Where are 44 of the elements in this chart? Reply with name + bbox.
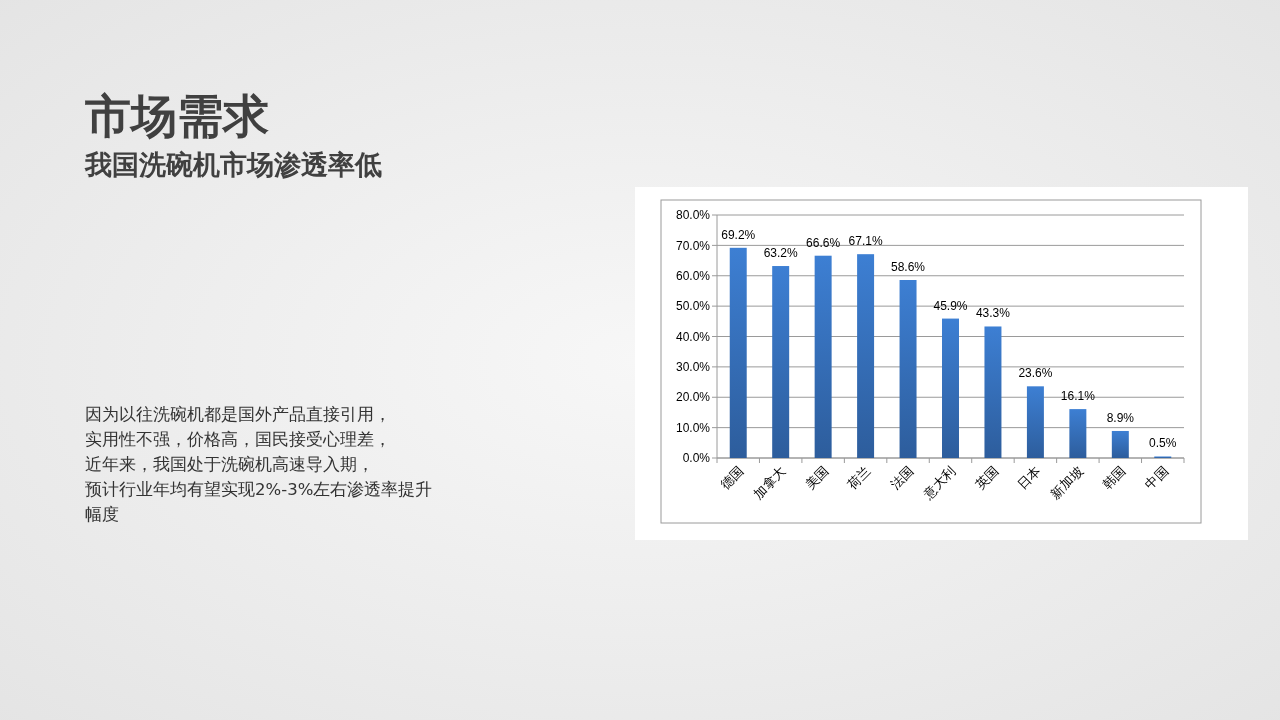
bar (899, 280, 917, 458)
x-tick-label: 意大利 (919, 463, 959, 503)
x-tick-label: 德国 (717, 463, 747, 493)
x-tick-label: 英国 (972, 463, 1002, 493)
text: 我国洗碗机市场渗透率低 (84, 149, 382, 180)
bar (942, 318, 959, 458)
y-tick-label: 10.0% (675, 420, 711, 435)
x-tick-label: 韩国 (1099, 463, 1129, 493)
y-tick-label: 80.0% (675, 208, 711, 223)
y-tick-label: 70.0% (675, 238, 711, 253)
y-tick-label: 40.0% (675, 329, 711, 344)
y-tick-label: 30.0% (675, 360, 711, 375)
x-tick-label: 荷兰 (844, 463, 874, 493)
x-tick-label: 法国 (887, 463, 917, 493)
data-label: 69.2% (721, 227, 756, 242)
bar (729, 247, 747, 458)
bar (1069, 409, 1087, 458)
bar (814, 255, 832, 458)
x-tick-label: 新加坡 (1047, 463, 1086, 502)
y-tick-label: 0.0% (682, 451, 711, 466)
data-label: 45.9% (933, 298, 968, 313)
bar (857, 254, 875, 458)
bar (772, 266, 790, 458)
bar (1026, 386, 1044, 458)
bar (984, 326, 1002, 458)
data-label: 8.9% (1106, 410, 1135, 425)
bar (1111, 430, 1129, 458)
text: 市场需求 (85, 89, 269, 143)
data-label: 66.6% (806, 235, 841, 250)
x-tick-label: 日本 (1014, 463, 1044, 493)
x-tick-label: 加拿大 (750, 463, 789, 502)
data-label: 16.1% (1060, 389, 1096, 404)
data-label: 23.6% (1018, 366, 1053, 381)
y-tick-label: 60.0% (675, 268, 711, 283)
data-label: 43.3% (975, 306, 1011, 321)
data-label: 63.2% (763, 246, 799, 261)
y-tick-label: 50.0% (675, 299, 711, 314)
x-tick-label: 美国 (802, 463, 832, 493)
text: 因为以往洗碗机都是国外产品直接引用，实用性不强，价格高，国民接受心理差，近年来，我国处于洗碗机高速导入期，预计行业年均有望实现2%-3%左右渗透率提升幅度 (85, 405, 433, 524)
data-label: 0.5% (1149, 436, 1177, 451)
x-tick-label: 中国 (1141, 463, 1171, 493)
data-label: 67.1% (848, 234, 883, 249)
y-tick-label: 20.0% (675, 390, 711, 405)
data-label: 58.6% (891, 260, 926, 274)
